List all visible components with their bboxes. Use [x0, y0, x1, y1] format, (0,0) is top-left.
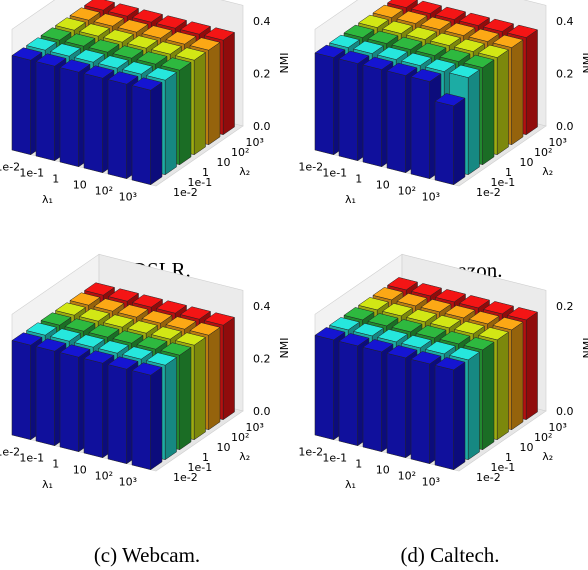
- y-tick-label: 10²: [231, 431, 249, 444]
- x-tick-label: 10: [73, 178, 87, 191]
- y-tick-label: 1: [505, 451, 512, 464]
- y-tick-label: 1: [202, 166, 209, 179]
- z-ticks-webcam: 0.0 0.2 0.4: [253, 300, 271, 418]
- bar-amazon-5-0: [434, 93, 466, 186]
- bar-webcam-5-0: [131, 362, 163, 471]
- z-tick-label: 0.0: [556, 120, 574, 133]
- y-tick-label: 1e-2: [173, 471, 198, 484]
- x-tick-label: 10: [73, 463, 87, 476]
- x-axis-label: λ₁: [345, 193, 356, 206]
- y-tick-label: 10: [217, 441, 231, 454]
- y-tick-label: 1e-2: [173, 186, 198, 199]
- y-tick-label: 1e-2: [476, 471, 501, 484]
- y-tick-label: 10³: [246, 421, 264, 434]
- y-axis-label: λ₂: [239, 165, 250, 178]
- y-tick-label: 10: [217, 156, 231, 169]
- bar-caltech-0-0: [314, 327, 346, 441]
- y-axis-label: λ₂: [239, 450, 250, 463]
- bar-caltech-5-0: [434, 357, 466, 471]
- x-tick-label: 10²: [398, 184, 416, 197]
- y-tick-label: 1e-1: [491, 461, 516, 474]
- caption-caltech: (d) Caltech.: [400, 543, 499, 567]
- x-tick-label: 1e-1: [322, 166, 347, 179]
- z-ticks-amazon: 0.0 0.2 0.4: [556, 15, 574, 133]
- x-tick-label: 1e-1: [19, 166, 44, 179]
- y-tick-label: 10²: [231, 146, 249, 159]
- y-tick-label: 1e-1: [491, 176, 516, 189]
- y-tick-label: 10: [520, 441, 534, 454]
- x-ticks-caltech: 1e-2 1e-1 1 10 10² 10³: [298, 445, 440, 488]
- subplot-amazon: (b) Amazon. 1e-21e-111010²10³λ₁1e-21e-11…: [298, 0, 588, 282]
- x-tick-label: 10³: [422, 190, 440, 203]
- z-axis-label: NMI: [581, 338, 588, 359]
- y-tick-label: 10³: [246, 136, 264, 149]
- x-tick-label: 1e-1: [322, 451, 347, 464]
- x-tick-label: 10²: [95, 184, 113, 197]
- y-tick-label: 10²: [534, 431, 552, 444]
- z-tick-label: 0.2: [253, 68, 271, 81]
- z-tick-label: 0.2: [253, 353, 271, 366]
- bars-caltech: [314, 277, 539, 471]
- z-tick-label: 0.0: [556, 405, 574, 418]
- z-tick-label: 0.0: [253, 405, 271, 418]
- y-tick-label: 1: [202, 451, 209, 464]
- bars-amazon: [314, 0, 539, 186]
- x-tick-label: 1: [52, 457, 59, 470]
- caption-webcam: (c) Webcam.: [94, 543, 200, 567]
- x-tick-label: 1e-2: [0, 160, 20, 173]
- x-tick-label: 1e-2: [298, 160, 323, 173]
- z-tick-label: 0.2: [556, 68, 574, 81]
- x-tick-label: 1e-2: [0, 445, 20, 458]
- x-axis-label: λ₁: [345, 478, 356, 491]
- bars-dslr: [11, 0, 236, 186]
- z-tick-label: 0.4: [253, 300, 271, 313]
- x-tick-label: 1: [355, 172, 362, 185]
- x-tick-label: 10³: [119, 475, 137, 488]
- y-tick-label: 10: [520, 156, 534, 169]
- z-axis-label: NMI: [278, 338, 291, 359]
- subplot-webcam: (c) Webcam. 1e-21e-111010²10³λ₁1e-21e-11…: [0, 253, 291, 567]
- bars-webcam: [11, 282, 236, 471]
- x-tick-label: 10: [376, 463, 390, 476]
- x-tick-label: 1: [355, 457, 362, 470]
- x-tick-label: 1e-1: [19, 451, 44, 464]
- y-tick-label: 10²: [534, 146, 552, 159]
- y-tick-label: 1e-1: [188, 461, 213, 474]
- z-tick-label: 0.0: [253, 120, 271, 133]
- y-axis-label: λ₂: [542, 450, 553, 463]
- x-ticks-amazon: 1e-2 1e-1 1 10 10² 10³: [298, 160, 440, 203]
- x-tick-label: 10²: [95, 469, 113, 482]
- x-ticks-webcam: 1e-21e-1 1 10 10² 10³: [0, 445, 137, 488]
- x-tick-label: 10³: [422, 475, 440, 488]
- y-tick-label: 10³: [549, 421, 567, 434]
- z-tick-label: 0.4: [556, 15, 574, 28]
- x-ticks-dslr: 1e-21e-1 1 10 10² 10³: [0, 160, 137, 203]
- x-tick-label: 10³: [119, 190, 137, 203]
- y-tick-label: 1: [505, 166, 512, 179]
- y-tick-label: 1e-1: [188, 176, 213, 189]
- x-tick-label: 10²: [398, 469, 416, 482]
- z-axis-label: NMI: [581, 53, 588, 74]
- y-tick-label: 1e-2: [476, 186, 501, 199]
- z-tick-label: 0.4: [253, 15, 271, 28]
- subplot-dslr: (a) DSLR. 1e-21e-111010²10³λ₁1e-21e-1110…: [0, 0, 291, 282]
- x-tick-label: 1e-2: [298, 445, 323, 458]
- y-axis-label: λ₂: [542, 165, 553, 178]
- x-tick-label: 1: [52, 172, 59, 185]
- x-tick-label: 10: [376, 178, 390, 191]
- subplot-caltech: (d) Caltech. 1e-2 1e-1 1 10 10² 10³λ₁1e-21e-1…: [298, 253, 588, 567]
- z-tick-label: 0.2: [556, 300, 574, 313]
- y-tick-label: 10³: [549, 136, 567, 149]
- x-axis-label: λ₁: [42, 193, 53, 206]
- z-axis-label: NMI: [278, 53, 291, 74]
- z-ticks-dslr: 0.0 0.2 0.4: [253, 15, 271, 133]
- z-ticks-caltech: 0.0 0.2: [556, 300, 574, 418]
- bar-dslr-5-0: [131, 77, 163, 186]
- x-axis-label: λ₁: [42, 478, 53, 491]
